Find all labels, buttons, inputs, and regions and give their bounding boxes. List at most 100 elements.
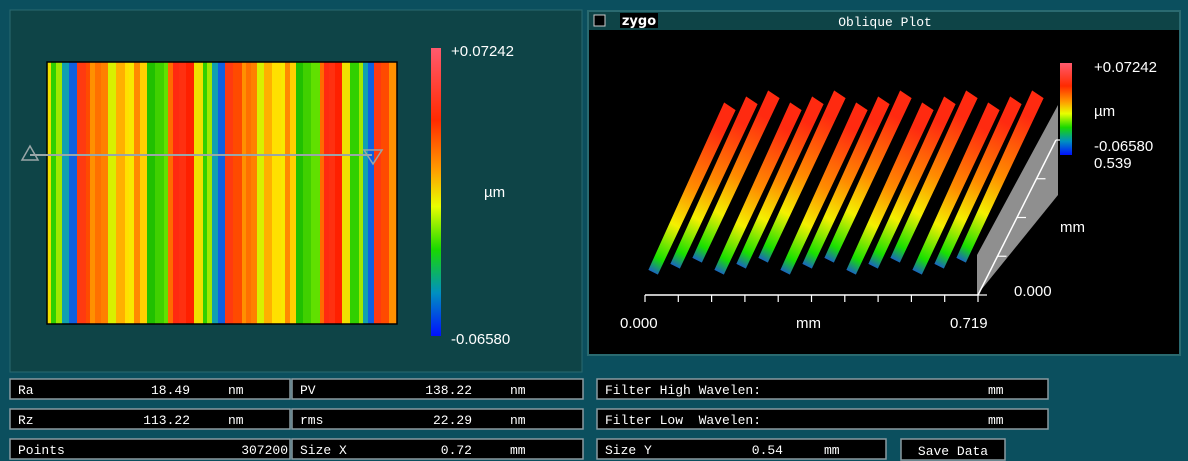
field-unit: mm: [988, 413, 1004, 428]
stripe: [374, 62, 381, 324]
stripe: [368, 62, 374, 324]
stripe: [218, 62, 225, 324]
field-unit: mm: [824, 443, 840, 458]
x-max: 0.719: [950, 315, 988, 332]
stripe: [324, 62, 329, 324]
stripe: [285, 62, 290, 324]
stripe: [194, 62, 203, 324]
field-label: PV: [300, 383, 316, 398]
field-unit: nm: [510, 383, 526, 398]
stripe: [147, 62, 155, 324]
stripe: [381, 62, 389, 324]
color-scale: [431, 48, 441, 336]
stripe: [179, 62, 186, 324]
color-scale-3d: [1060, 63, 1072, 155]
field-label: Rz: [18, 413, 34, 428]
stripe: [207, 62, 212, 324]
stripe: [77, 62, 86, 324]
field-label: Size X: [300, 443, 347, 458]
field-label: Filter High Wavelen:: [605, 383, 761, 398]
field-value: 113.22: [143, 413, 190, 428]
field-value: 18.49: [151, 383, 190, 398]
stripe: [290, 62, 296, 324]
stripe: [125, 62, 129, 324]
scale-max-3d: +0.07242: [1094, 59, 1157, 76]
scale-unit: µm: [484, 184, 505, 201]
stripe: [212, 62, 218, 324]
scale-max: +0.07242: [451, 43, 514, 60]
stripe: [320, 62, 324, 324]
results: Ra 18.49 nm PV 138.22 nm Filter High Wavelen: m…: [10, 379, 1048, 459]
stripe: [389, 62, 397, 324]
scale-min-3d: -0.06580: [1094, 138, 1153, 155]
stripe: [296, 62, 303, 324]
plot-window: [588, 11, 1180, 355]
stripe: [359, 62, 363, 324]
field-label: rms: [300, 413, 323, 428]
stripe: [257, 62, 264, 324]
field-unit: mm: [510, 443, 526, 458]
stripe: [246, 62, 251, 324]
window-pin[interactable]: [1164, 14, 1177, 27]
stripe: [86, 62, 90, 324]
field-value: 307200: [241, 443, 288, 458]
y-max: 0.539: [1094, 155, 1132, 172]
field-value: 0.54: [752, 443, 783, 458]
stripe: [51, 62, 56, 324]
stripe: [129, 62, 134, 324]
stripe: [350, 62, 359, 324]
page: +0.07242 µm -0.06580 zygo Oblique Plot +…: [0, 0, 1188, 461]
x-min: 0.000: [620, 315, 658, 332]
stripe: [108, 62, 116, 324]
stripe: [225, 62, 233, 324]
y-unit: mm: [1060, 219, 1085, 236]
stripe: [90, 62, 95, 324]
stripe: [173, 62, 179, 324]
surface-map: [47, 62, 397, 324]
stripe: [164, 62, 168, 324]
stripe: [311, 62, 320, 324]
window-menu[interactable]: [594, 15, 605, 26]
stripe: [134, 62, 140, 324]
stripe: [281, 62, 285, 324]
logo: zygo: [622, 14, 656, 29]
stripe: [233, 62, 242, 324]
stripe: [272, 62, 281, 324]
stripe: [101, 62, 108, 324]
stripe: [303, 62, 311, 324]
stripe: [116, 62, 125, 324]
stripe: [203, 62, 207, 324]
field-label: Size Y: [605, 443, 652, 458]
stripe: [95, 62, 101, 324]
stripe: [242, 62, 246, 324]
stripe: [62, 62, 69, 324]
stripe: [186, 62, 194, 324]
stripe: [264, 62, 272, 324]
field-label: Filter Low Wavelen:: [605, 413, 761, 428]
field-label: Ra: [18, 383, 34, 398]
x-unit: mm: [796, 315, 821, 332]
scale-unit-3d: µm: [1094, 103, 1115, 120]
stripe: [329, 62, 335, 324]
field-unit: mm: [988, 383, 1004, 398]
y-min: 0.000: [1014, 283, 1052, 300]
stripe: [69, 62, 77, 324]
stripe: [155, 62, 164, 324]
field-label: Points: [18, 443, 65, 458]
scale-min: -0.06580: [451, 331, 510, 348]
field-value: 22.29: [433, 413, 472, 428]
stripe: [251, 62, 257, 324]
field-unit: nm: [228, 383, 244, 398]
field-unit: nm: [228, 413, 244, 428]
field-value: 0.72: [441, 443, 472, 458]
window-title: Oblique Plot: [838, 15, 932, 30]
field-unit: nm: [510, 413, 526, 428]
save-button-label[interactable]: Save Data: [918, 444, 988, 459]
stripe: [335, 62, 342, 324]
stripe: [342, 62, 350, 324]
screen: +0.07242 µm -0.06580 zygo Oblique Plot +…: [0, 0, 1188, 461]
stripe: [168, 62, 173, 324]
field-value: 138.22: [425, 383, 472, 398]
stripe: [140, 62, 147, 324]
stripe: [56, 62, 62, 324]
